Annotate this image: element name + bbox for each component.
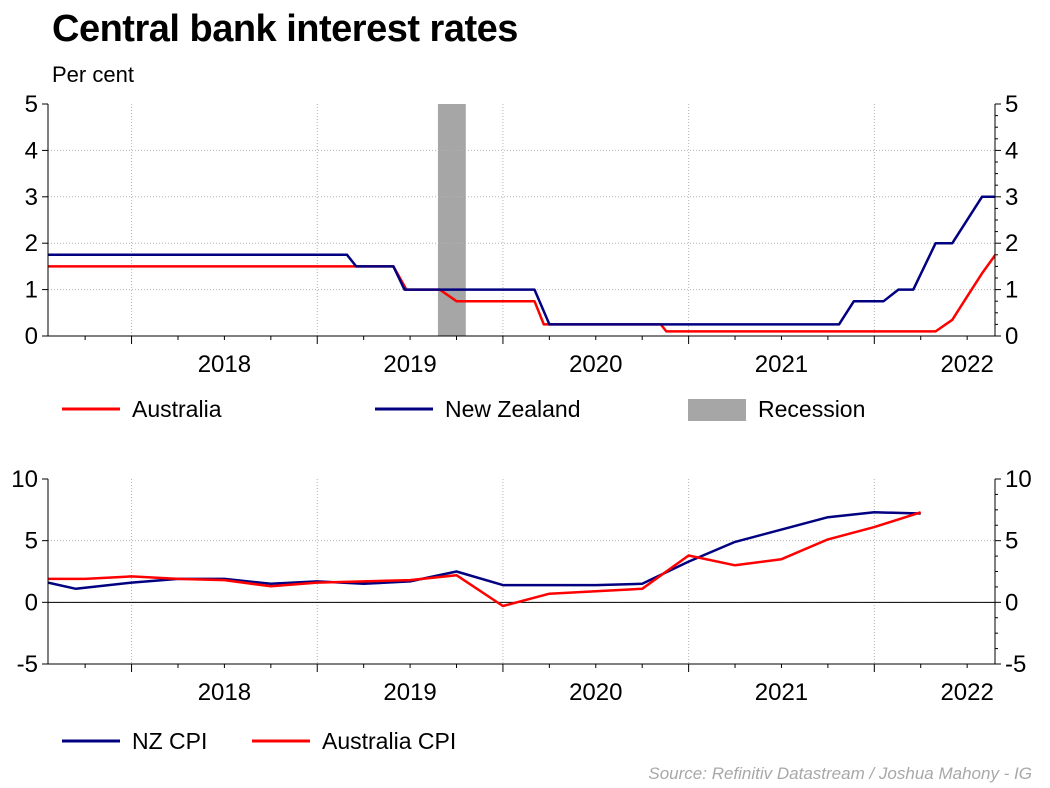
x-tick-label: 2022 [940,679,993,706]
legend-swatch-recession [688,399,746,421]
interest-rate-legend: Australia New Zealand Recession [62,396,865,422]
x-tick-label: 2019 [383,679,436,706]
y-tick-label-right: 0 [1005,589,1018,616]
legend-label: New Zealand [445,396,581,422]
x-tick-label: 2021 [755,679,808,706]
y-tick-label: 5 [25,528,38,555]
legend-label: NZ CPI [132,728,207,754]
y-tick-label-right: -5 [1005,651,1026,678]
series-line-new-zealand [48,195,995,326]
cpi-legend: NZ CPI Australia CPI [62,728,456,754]
y-tick-label-right: 1 [1005,277,1018,304]
y-tick-label-right: 0 [1005,323,1018,350]
interest-rate-chart: 0 0 1 1 2 2 3 3 4 4 5 5 2018 2019 2020 2021 2022 [25,91,1019,378]
series-group [48,195,995,333]
series-line-nz-cpi [48,511,921,591]
y-axis-unit-label: Per cent [52,62,134,87]
y-tick-label-right: 2 [1005,230,1018,257]
legend-label: Australia [132,396,222,422]
y-tick-label: -5 [17,651,38,678]
series-line-australia [48,253,995,333]
x-tick-label: 2018 [198,679,251,706]
legend-label: Australia CPI [322,728,456,754]
y-tick-label: 0 [25,323,38,350]
y-tick-label-right: 10 [1005,466,1032,493]
series-group [48,511,922,608]
series-line-australia-cpi [48,511,922,608]
legend-label: Recession [758,396,865,422]
x-tick-label: 2020 [569,351,622,378]
x-tick-label: 2019 [383,351,436,378]
source-note: Source: Refinitiv Datastream / Joshua Ma… [648,764,1032,783]
x-tick-label: 2022 [940,351,993,378]
y-tick-label-right: 4 [1005,137,1018,164]
y-tick-label-right: 5 [1005,528,1018,555]
y-tick-label: 1 [25,277,38,304]
y-tick-label: 5 [25,91,38,118]
cpi-chart: -5 -5 0 0 5 5 10 10 2018 2019 2020 2021 2022 [11,466,1031,706]
y-tick-label: 3 [25,184,38,211]
y-tick-label: 2 [25,230,38,257]
y-tick-label-right: 3 [1005,184,1018,211]
x-tick-label: 2021 [755,351,808,378]
y-tick-label-right: 5 [1005,91,1018,118]
y-tick-label: 10 [11,466,38,493]
x-tick-label: 2020 [569,679,622,706]
chart-title: Central bank interest rates [52,8,518,50]
x-tick-label: 2018 [198,351,251,378]
y-tick-label: 4 [25,137,38,164]
y-tick-label: 0 [25,589,38,616]
